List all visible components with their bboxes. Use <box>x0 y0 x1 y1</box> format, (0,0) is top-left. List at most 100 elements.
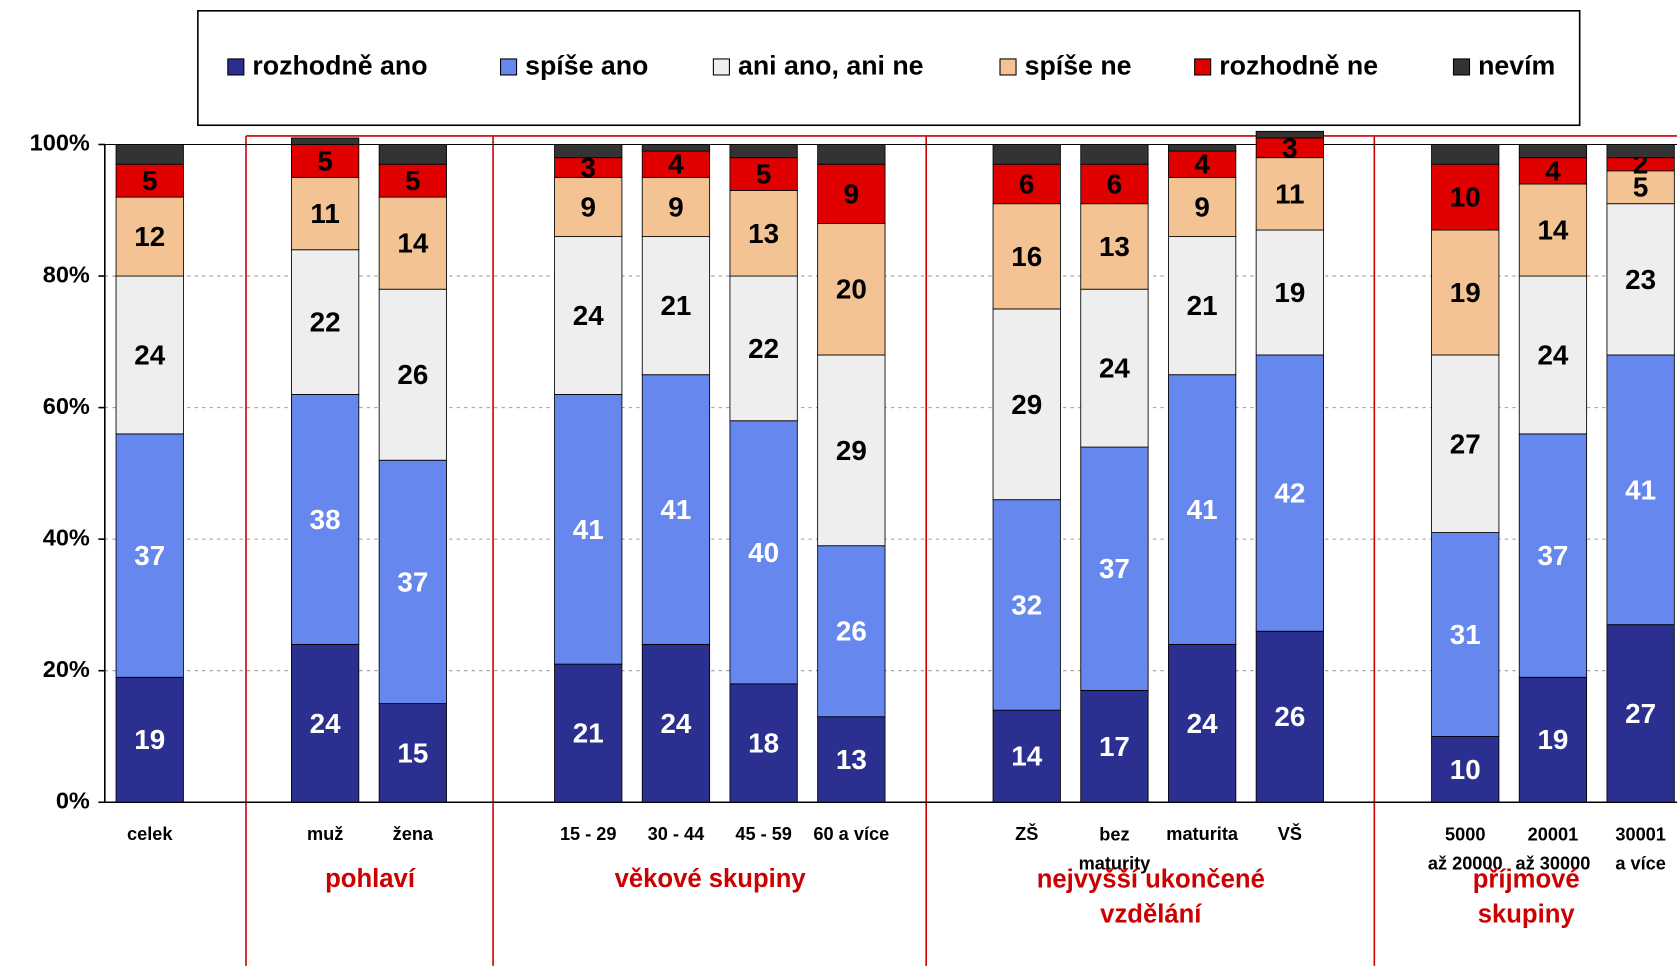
data-label: 21 <box>1187 290 1218 321</box>
data-label: 4 <box>1194 149 1210 180</box>
bar-segment <box>1080 203 1149 290</box>
data-label: 13 <box>748 218 779 249</box>
bar-segment <box>1255 630 1324 803</box>
x-tick-label: 30 - 44 <box>648 824 705 844</box>
y-tick-label: 40% <box>43 524 90 550</box>
data-label: 29 <box>1011 389 1042 420</box>
x-tick-label: 30001 a více <box>1615 824 1666 873</box>
data-label: 14 <box>397 228 428 259</box>
bar-segment <box>641 176 711 238</box>
data-label: 5 <box>317 145 332 176</box>
bar-segment <box>1431 144 1500 165</box>
data-label: 22 <box>748 333 779 364</box>
data-label: 6 <box>1019 168 1034 199</box>
data-label: 15 <box>397 737 428 768</box>
legend-label: ani ano, ani ne <box>738 51 924 81</box>
group-label: pohlaví <box>325 865 416 893</box>
bar-segment <box>992 203 1061 310</box>
data-label: 23 <box>1625 264 1656 295</box>
bar-segment <box>1518 144 1588 159</box>
group-label: nejvyšší ukončené vzdělání <box>1037 865 1265 928</box>
bar-segment <box>1606 354 1675 626</box>
x-tick-label: VŠ <box>1278 823 1302 844</box>
data-label: 26 <box>1274 701 1305 732</box>
bar-segment <box>729 157 798 191</box>
bar-segment <box>291 137 360 145</box>
data-label: 11 <box>310 198 339 229</box>
x-tick-label: 5000 až 20000 <box>1428 824 1503 873</box>
data-label: 21 <box>660 290 691 321</box>
data-label: 24 <box>1099 353 1130 384</box>
bar-segment <box>641 643 711 803</box>
bar-segment <box>291 643 360 803</box>
data-label: 5 <box>142 165 157 196</box>
data-label: 37 <box>134 540 165 571</box>
data-label: 37 <box>397 566 428 597</box>
bar-segment <box>1255 130 1324 139</box>
bar-segment <box>817 354 886 547</box>
data-label: 24 <box>573 300 604 331</box>
x-tick-label: muž <box>307 824 343 844</box>
x-tick-label: ZŠ <box>1015 823 1038 844</box>
data-label: 11 <box>1275 178 1304 209</box>
data-label: 17 <box>1099 731 1130 762</box>
bar-segment <box>641 144 711 152</box>
legend-label: spíše ne <box>1025 51 1132 81</box>
data-label: 41 <box>660 494 691 525</box>
bar-segment <box>992 144 1061 165</box>
data-label: 27 <box>1450 428 1481 459</box>
legend-label: rozhodně ano <box>252 51 427 81</box>
group-frame <box>245 135 1677 966</box>
x-tick-label: maturita <box>1166 824 1239 844</box>
data-label: 14 <box>1537 214 1568 245</box>
data-label: 3 <box>580 152 595 183</box>
bar-segment <box>992 499 1061 711</box>
data-label: 10 <box>1450 182 1481 213</box>
bar-segment <box>1080 690 1149 803</box>
bar-segment <box>554 144 623 159</box>
legend-label: spíše ano <box>525 51 648 81</box>
data-label: 19 <box>1450 277 1481 308</box>
data-label: 24 <box>1187 708 1218 739</box>
x-tick-label: 15 - 29 <box>560 824 617 844</box>
bar-segment <box>1606 144 1675 159</box>
bar-segment <box>1431 354 1500 533</box>
bar-segment <box>378 703 447 803</box>
data-label: 5 <box>1633 172 1648 203</box>
bar-segment <box>1518 433 1588 678</box>
x-tick-label: bez maturity <box>1079 824 1152 873</box>
data-label: 9 <box>668 191 683 222</box>
bar-segment <box>1168 643 1237 803</box>
bar-segment <box>1518 157 1588 185</box>
data-label: 9 <box>844 178 859 209</box>
data-label: 40 <box>748 537 779 568</box>
bar-segment <box>1518 275 1588 435</box>
bar-segment <box>378 144 447 165</box>
data-label: 10 <box>1450 754 1481 785</box>
bar-segment <box>992 709 1061 803</box>
data-label: 31 <box>1450 619 1481 650</box>
data-label: 14 <box>1011 741 1042 772</box>
legend-swatch <box>712 58 730 76</box>
y-tick-label: 60% <box>43 393 90 419</box>
data-label: 41 <box>1625 474 1656 505</box>
bar-segment <box>554 236 623 395</box>
bar-segment <box>115 163 184 198</box>
x-tick-label: celek <box>127 824 173 844</box>
bar-segment <box>1431 532 1500 737</box>
legend-label: rozhodně ne <box>1219 51 1378 81</box>
data-label: 21 <box>573 718 604 749</box>
data-label: 9 <box>580 191 595 222</box>
data-label: 24 <box>660 708 691 739</box>
bar-segment <box>1080 144 1149 165</box>
legend-box <box>197 10 1581 127</box>
bar-segment <box>1255 229 1324 356</box>
bar-segment <box>729 420 798 685</box>
bar-segment <box>1518 676 1588 803</box>
x-tick-label: žena <box>393 824 434 844</box>
bar-segment <box>817 223 886 356</box>
bar-segment <box>378 288 447 461</box>
bar-segment <box>1168 374 1237 645</box>
bar-segment <box>1168 236 1237 376</box>
